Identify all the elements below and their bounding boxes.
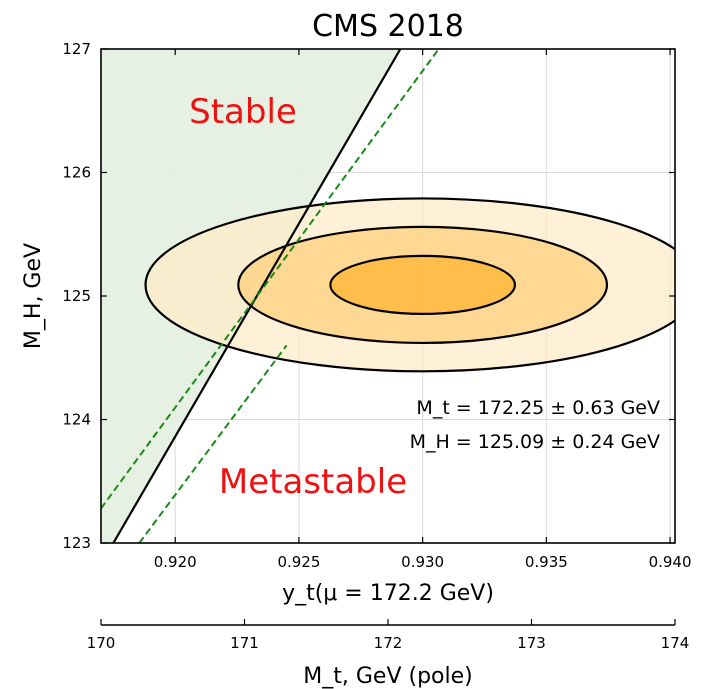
- lower-uncertainty-line: [138, 344, 288, 543]
- secondary-tick-label: 172: [374, 634, 403, 652]
- x-tick-label: 0.935: [525, 553, 568, 571]
- y-tick-label: 123: [62, 534, 91, 552]
- y-tick-label: 124: [62, 411, 91, 429]
- axis-ticks: 0.920 0.925 0.930 0.935 0.940 123 124 125 126 127: [62, 40, 691, 571]
- x-tick-label: 0.930: [401, 553, 444, 571]
- y-tick-label: 127: [62, 40, 91, 58]
- secondary-tick-label: 170: [87, 634, 116, 652]
- chart-title: CMS 2018: [312, 9, 464, 44]
- mt-measurement: M_t = 172.25 ± 0.63 GeV: [416, 397, 660, 419]
- secondary-tick-label: 171: [230, 634, 259, 652]
- stability-boundary-line: [112, 49, 402, 543]
- x-tick-label: 0.920: [154, 553, 197, 571]
- x-axis-label: y_t(μ = 172.2 GeV): [282, 581, 494, 606]
- metastable-label: Metastable: [219, 462, 407, 502]
- x-tick-label: 0.925: [277, 553, 320, 571]
- stable-label: Stable: [189, 92, 297, 132]
- stability-lines: [101, 49, 440, 543]
- y-axis-label: M_H, GeV: [21, 243, 46, 349]
- secondary-axis-ticks: 170 171 172 173 174: [87, 619, 690, 652]
- confidence-ellipses: [144, 197, 675, 373]
- y-tick-label: 126: [62, 164, 91, 182]
- upper-uncertainty-line: [101, 49, 440, 510]
- secondary-tick-label: 174: [661, 634, 690, 652]
- ellipse-1sigma: [329, 254, 517, 316]
- x-tick-label: 0.940: [649, 553, 692, 571]
- y-tick-label: 125: [62, 287, 91, 305]
- secondary-tick-label: 173: [517, 634, 546, 652]
- mh-measurement: M_H = 125.09 ± 0.24 GeV: [410, 431, 660, 453]
- secondary-x-axis-label: M_t, GeV (pole): [303, 664, 472, 689]
